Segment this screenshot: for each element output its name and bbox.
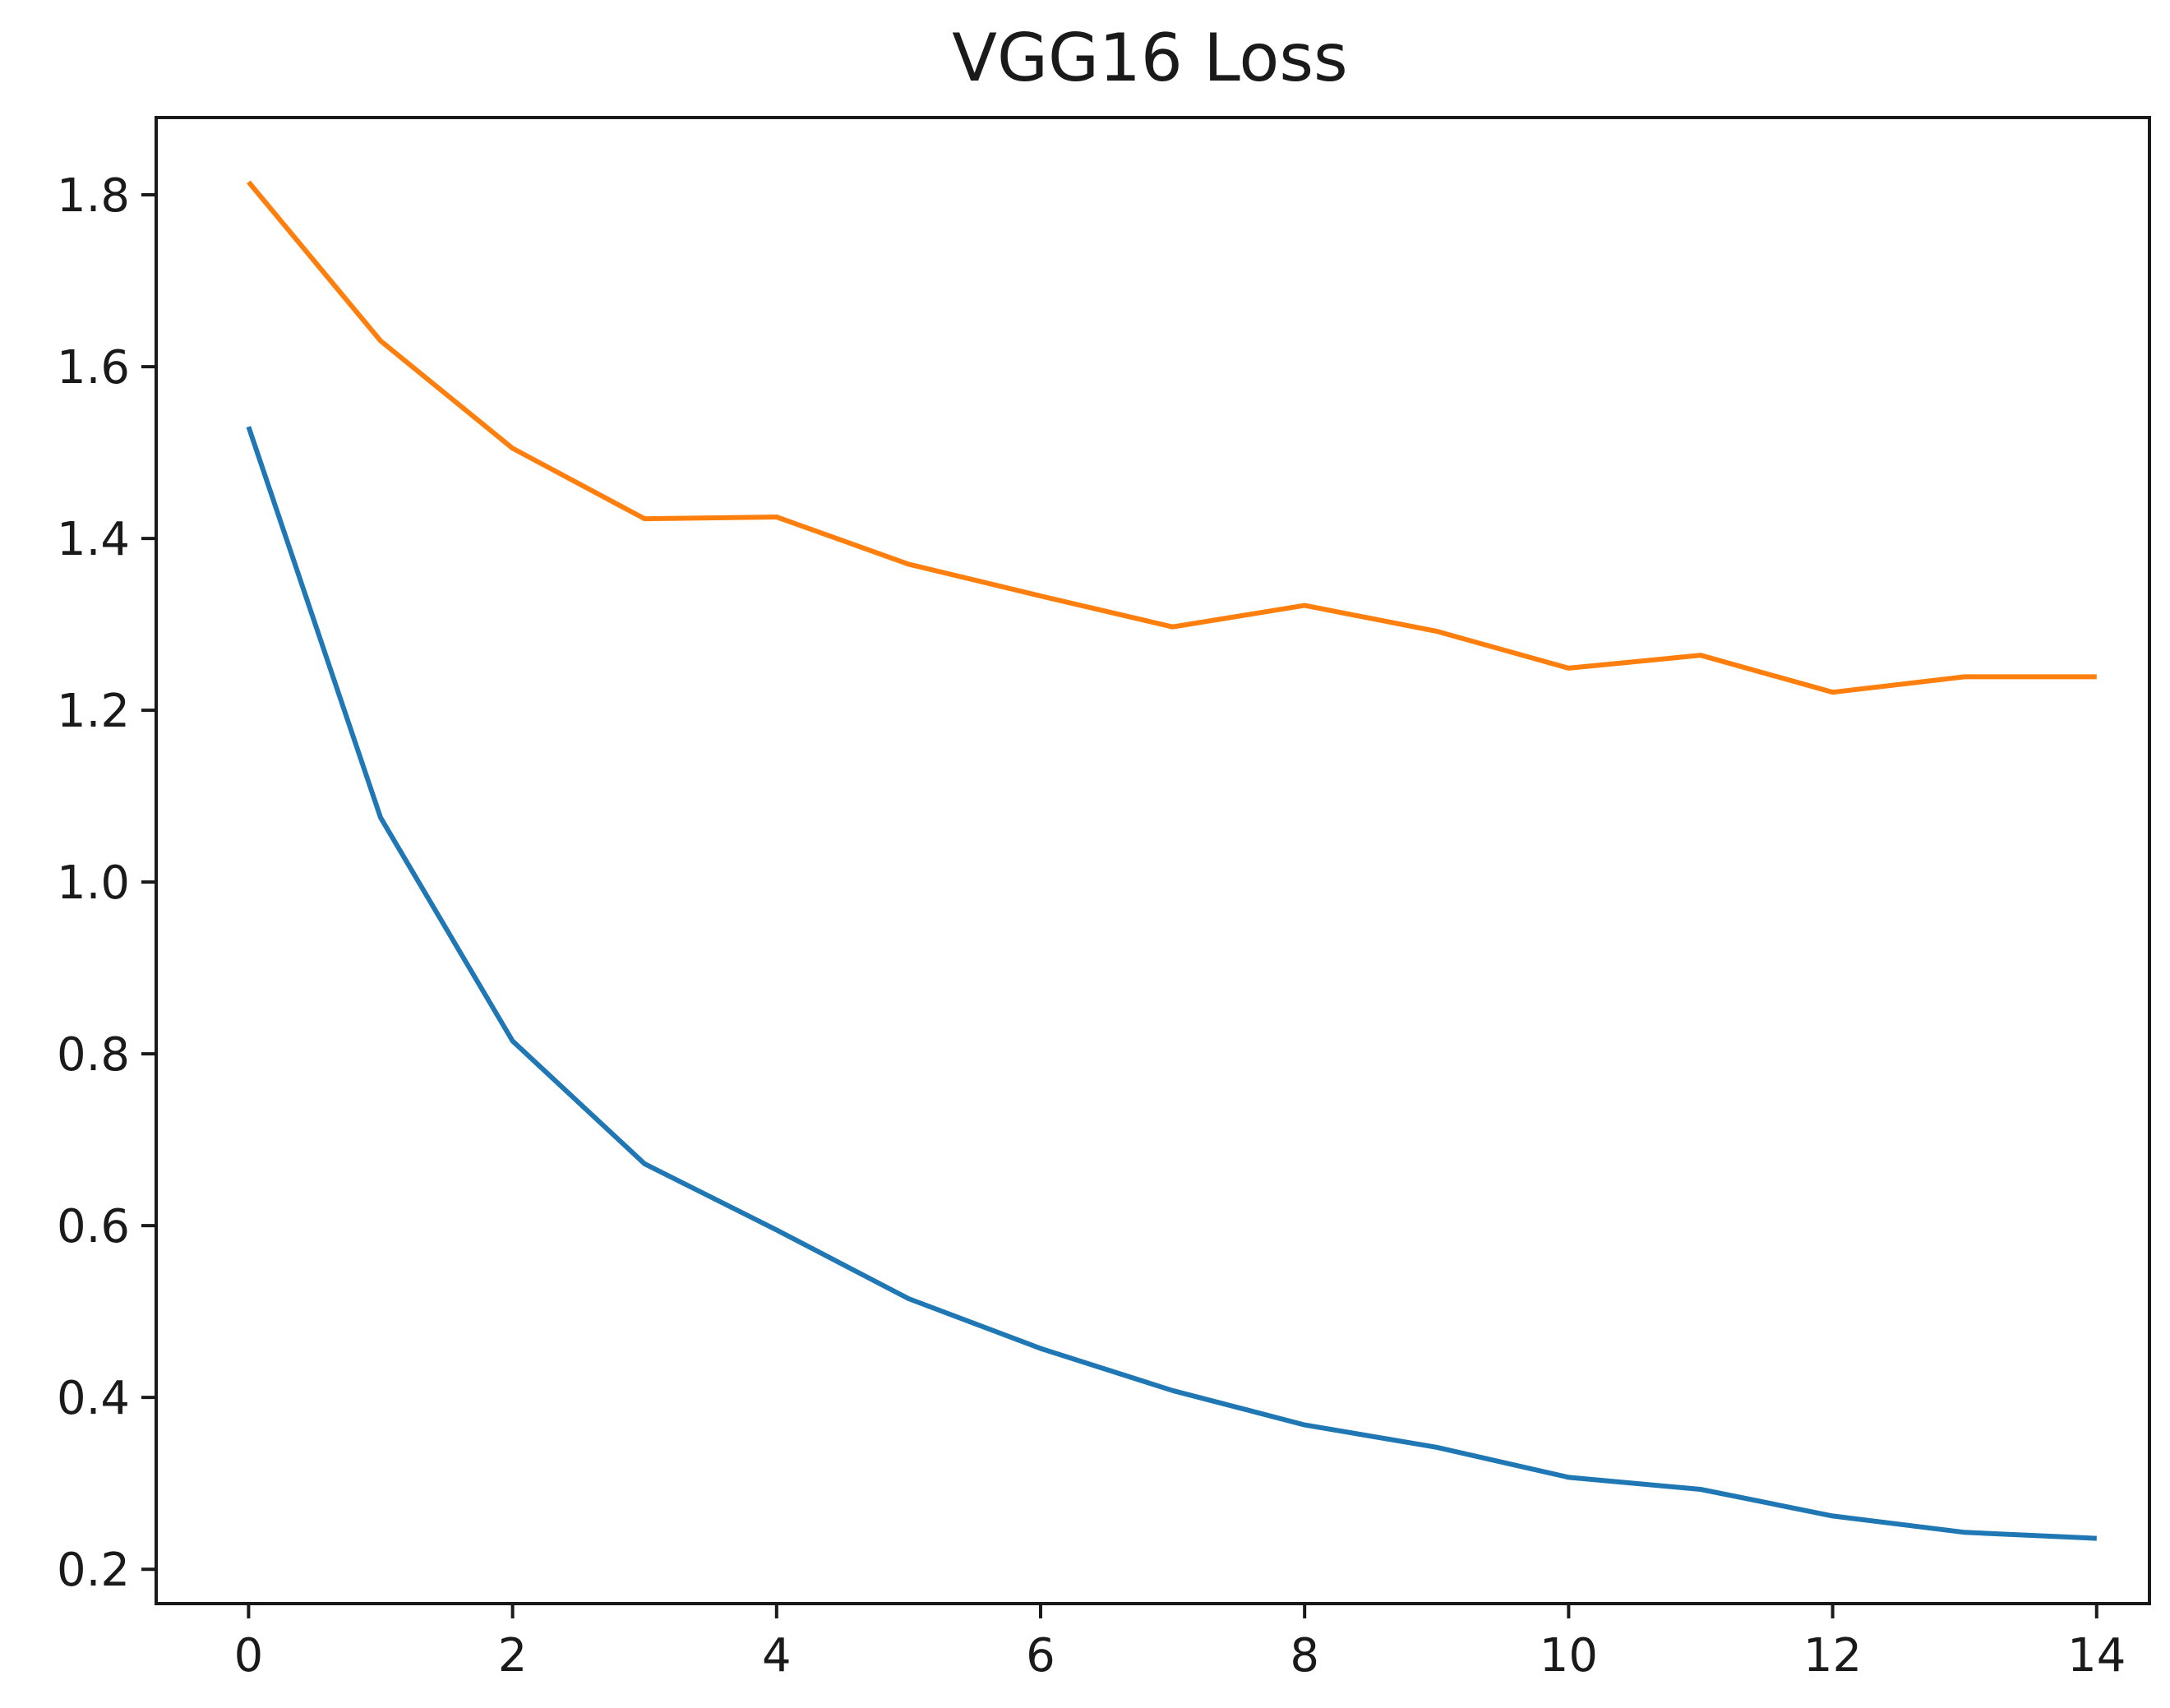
x-tick-label: 6: [1026, 1629, 1055, 1683]
axes-frame: [155, 116, 2151, 1605]
y-tick-label: 0.8: [57, 1028, 130, 1082]
y-tick-label: 0.6: [57, 1200, 130, 1253]
x-tick-label: 14: [2067, 1629, 2126, 1683]
x-tick-label: 12: [1803, 1629, 1862, 1683]
chart-title: VGG16 Loss: [952, 20, 1347, 96]
x-tick-label: 2: [498, 1629, 528, 1683]
series-layer: [246, 180, 2097, 1541]
x-axis: 0 2 4 6 8 10 12 14: [234, 1604, 2126, 1683]
y-tick-label: 1.0: [57, 856, 130, 910]
series-line-1: [246, 426, 2097, 1541]
y-tick-label: 1.4: [57, 513, 130, 566]
series-line-2: [247, 180, 2097, 695]
x-tick-label: 0: [234, 1629, 264, 1683]
y-tick-label: 1.6: [57, 341, 130, 395]
y-tick-label: 1.8: [57, 169, 130, 223]
y-axis: 0.2 0.4 0.6 0.8 1.0 1.2 1.4 1.6 1.8: [57, 169, 156, 1597]
x-tick-label: 4: [762, 1629, 792, 1683]
x-tick-label: 10: [1540, 1629, 1598, 1683]
y-tick-label: 0.2: [57, 1544, 130, 1597]
y-tick-label: 1.2: [57, 685, 130, 738]
x-tick-label: 8: [1290, 1629, 1319, 1683]
y-tick-label: 0.4: [57, 1372, 130, 1425]
